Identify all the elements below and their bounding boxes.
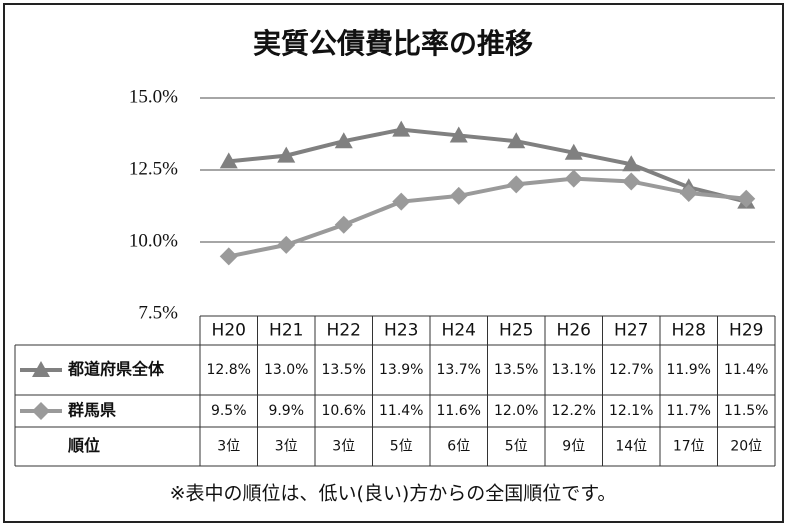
marker bbox=[219, 247, 238, 266]
data-label: 9.5% bbox=[211, 403, 247, 419]
marker bbox=[449, 186, 468, 205]
legend-label: 群馬県 bbox=[68, 401, 116, 420]
rank-label: 5位 bbox=[390, 439, 413, 455]
marker bbox=[392, 192, 411, 211]
data-label: 12.8% bbox=[207, 362, 251, 378]
rank-label: 9位 bbox=[562, 439, 585, 455]
note: ※表中の順位は、低い(良い)方からの全国順位です。 bbox=[170, 483, 617, 505]
rank-label: 3位 bbox=[217, 439, 240, 455]
rank-header: 順位 bbox=[67, 436, 100, 455]
data-label: 11.6% bbox=[437, 403, 481, 419]
legend-label: 都道府県全体 bbox=[67, 360, 165, 379]
marker bbox=[32, 361, 50, 377]
rank-label: 3位 bbox=[275, 439, 298, 455]
data-label: 13.0% bbox=[264, 362, 308, 378]
data-label: 13.1% bbox=[552, 362, 596, 378]
x-tick-label: H28 bbox=[672, 321, 706, 341]
data-label: 11.7% bbox=[667, 403, 711, 419]
y-tick-label: 7.5% bbox=[138, 302, 178, 323]
data-label: 9.9% bbox=[268, 403, 304, 419]
frame bbox=[3, 3, 784, 523]
chart-title: 実質公債費比率の推移 bbox=[253, 27, 533, 60]
rank-label: 17位 bbox=[673, 439, 705, 455]
marker bbox=[507, 175, 526, 194]
marker bbox=[334, 132, 353, 149]
data-label: 13.5% bbox=[322, 362, 366, 378]
marker bbox=[277, 235, 296, 254]
data-label: 11.4% bbox=[724, 362, 768, 378]
marker bbox=[737, 189, 756, 208]
data-label: 12.1% bbox=[609, 403, 653, 419]
series-line bbox=[228, 127, 747, 204]
marker bbox=[392, 120, 411, 137]
y-tick-label: 15.0% bbox=[129, 86, 178, 107]
x-tick-label: H25 bbox=[499, 321, 533, 341]
series-line bbox=[228, 176, 747, 259]
rank-label: 20位 bbox=[730, 439, 762, 455]
data-label: 13.5% bbox=[494, 362, 538, 378]
data-label: 13.7% bbox=[437, 362, 481, 378]
marker bbox=[219, 152, 238, 169]
marker bbox=[679, 184, 698, 203]
rank-label: 6位 bbox=[447, 439, 470, 455]
data-label: 11.4% bbox=[379, 403, 423, 419]
x-tick-label: H22 bbox=[327, 321, 361, 341]
rank-label: 5位 bbox=[505, 439, 528, 455]
data-label: 12.0% bbox=[494, 403, 538, 419]
x-tick-label: H23 bbox=[384, 321, 418, 341]
rank-label: 3位 bbox=[332, 439, 355, 455]
marker bbox=[449, 126, 468, 143]
marker bbox=[32, 402, 50, 420]
data-label: 11.9% bbox=[667, 362, 711, 378]
marker bbox=[622, 172, 641, 191]
x-tick-label: H29 bbox=[729, 321, 763, 341]
data-label: 12.7% bbox=[609, 362, 653, 378]
x-tick-label: H24 bbox=[442, 321, 476, 341]
marker bbox=[277, 146, 296, 163]
marker bbox=[564, 169, 583, 188]
rank-label: 14位 bbox=[615, 439, 647, 455]
marker bbox=[622, 155, 641, 172]
x-tick-label: H20 bbox=[212, 321, 246, 341]
marker bbox=[564, 143, 583, 160]
marker bbox=[507, 132, 526, 149]
x-tick-label: H26 bbox=[557, 321, 591, 341]
data-label: 13.9% bbox=[379, 362, 423, 378]
marker bbox=[334, 215, 353, 234]
x-tick-label: H27 bbox=[614, 321, 648, 341]
data-label: 12.2% bbox=[552, 403, 596, 419]
data-label: 11.5% bbox=[724, 403, 768, 419]
x-tick-label: H21 bbox=[269, 321, 303, 341]
y-tick-label: 12.5% bbox=[129, 158, 178, 179]
y-tick-label: 10.0% bbox=[129, 230, 178, 251]
data-label: 10.6% bbox=[322, 403, 366, 419]
